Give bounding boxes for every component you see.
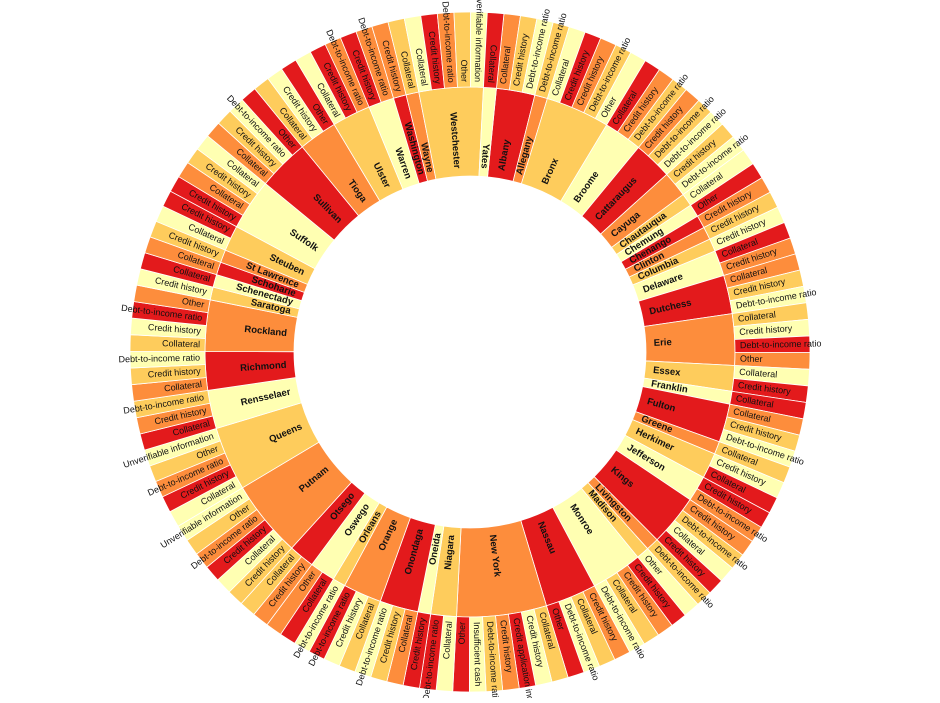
county-label-yates: Yates — [478, 143, 491, 169]
reason-label-essex-0: Collateral — [739, 367, 778, 380]
county-label-richmond: Richmond — [240, 360, 287, 374]
reason-label-new-york-6: Other — [457, 622, 468, 645]
reason-label-rockland-0: Collateral — [162, 338, 200, 349]
reason-label-rockland-3: Other — [181, 296, 205, 310]
county-label-erie: Erie — [654, 337, 672, 349]
reason-label-new-york-5: Insufficient cash — [472, 622, 483, 687]
county-label-essex: Essex — [653, 365, 682, 379]
county-label-new-york: New York — [487, 534, 503, 578]
reason-label-richmond-2: Debt-to-income ratio — [118, 353, 200, 365]
reason-label-niagara-0: Collateral — [441, 621, 454, 660]
reason-label-rockland-1: Credit history — [148, 322, 202, 336]
reason-label-erie-1: Credit history — [739, 323, 793, 337]
county-label-rockland: Rockland — [244, 324, 288, 339]
reason-label-westchester-3: Other — [459, 59, 470, 82]
reason-label-erie-2: Debt-to-income ratio — [740, 338, 822, 350]
county-ring — [204, 86, 736, 618]
reason-arc-yates-0[interactable] — [483, 12, 505, 89]
reason-label-erie-0: Collateral — [737, 309, 776, 324]
reason-label-westchester-4: Unverifiable information — [473, 0, 485, 82]
reason-label-erie-3: Other — [740, 353, 763, 364]
reason-label-richmond-1: Credit history — [147, 366, 201, 380]
reason-ring — [129, 11, 811, 693]
reason-label-yates-0: Collateral — [486, 45, 499, 84]
reason-label-richmond-0: Collateral — [164, 379, 203, 394]
county-label-westchester: Westchester — [447, 112, 462, 169]
county-label-niagara: Niagara — [443, 534, 457, 570]
reason-label-albany-0: Collateral — [498, 46, 513, 85]
